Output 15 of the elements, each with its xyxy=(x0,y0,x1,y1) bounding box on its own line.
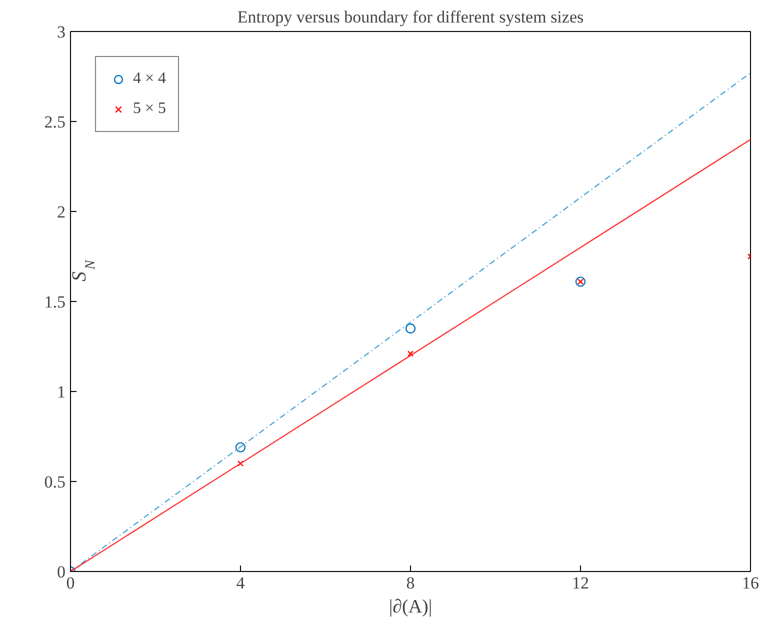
y-axis-title: SN xyxy=(68,260,98,282)
y-tick-label: 2.5 xyxy=(44,112,66,132)
legend-label: 5 × 5 xyxy=(133,100,166,118)
y-tick-label: 1.5 xyxy=(44,292,66,312)
y-tick-label: 0.5 xyxy=(44,472,66,492)
y-tick-label: 1 xyxy=(57,382,66,402)
x-tick-label: 4 xyxy=(236,574,246,592)
x-tick-label: 8 xyxy=(406,574,415,592)
y-tick-label: 3 xyxy=(57,22,66,42)
x-tick-label: 16 xyxy=(742,574,759,592)
chart-title: Entropy versus boundary for different system sizes xyxy=(237,8,584,26)
y-tick-label: 2 xyxy=(57,202,66,222)
legend-label: 4 × 4 xyxy=(133,70,166,88)
x-tick-label: 12 xyxy=(572,574,589,592)
x-axis-title: |∂(A)| xyxy=(388,596,432,618)
